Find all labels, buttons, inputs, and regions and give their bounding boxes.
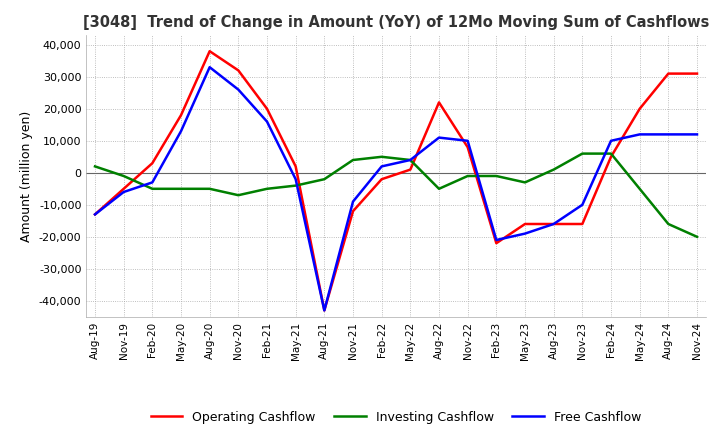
Investing Cashflow: [263, 186, 271, 191]
Investing Cashflow: [464, 173, 472, 179]
Investing Cashflow: [148, 186, 157, 191]
Free Cashflow: [91, 212, 99, 217]
Free Cashflow: [578, 202, 587, 207]
Investing Cashflow: [406, 158, 415, 163]
Operating Cashflow: [521, 221, 529, 227]
Free Cashflow: [377, 164, 386, 169]
Investing Cashflow: [607, 151, 616, 156]
Operating Cashflow: [435, 100, 444, 105]
Free Cashflow: [205, 65, 214, 70]
Legend: Operating Cashflow, Investing Cashflow, Free Cashflow: Operating Cashflow, Investing Cashflow, …: [146, 406, 646, 429]
Operating Cashflow: [292, 164, 300, 169]
Free Cashflow: [549, 221, 558, 227]
Free Cashflow: [492, 237, 500, 242]
Operating Cashflow: [693, 71, 701, 76]
Free Cashflow: [406, 158, 415, 163]
Operating Cashflow: [607, 154, 616, 159]
Line: Investing Cashflow: Investing Cashflow: [95, 154, 697, 237]
Operating Cashflow: [320, 308, 328, 313]
Investing Cashflow: [91, 164, 99, 169]
Title: [3048]  Trend of Change in Amount (YoY) of 12Mo Moving Sum of Cashflows: [3048] Trend of Change in Amount (YoY) o…: [83, 15, 709, 30]
Investing Cashflow: [348, 158, 357, 163]
Operating Cashflow: [234, 68, 243, 73]
Operating Cashflow: [263, 106, 271, 111]
Operating Cashflow: [348, 209, 357, 214]
Free Cashflow: [263, 119, 271, 124]
Free Cashflow: [435, 135, 444, 140]
Operating Cashflow: [635, 106, 644, 111]
Operating Cashflow: [205, 48, 214, 54]
Investing Cashflow: [234, 193, 243, 198]
Operating Cashflow: [148, 161, 157, 166]
Free Cashflow: [176, 128, 185, 134]
Free Cashflow: [234, 87, 243, 92]
Investing Cashflow: [292, 183, 300, 188]
Operating Cashflow: [120, 186, 128, 191]
Free Cashflow: [607, 138, 616, 143]
Free Cashflow: [635, 132, 644, 137]
Investing Cashflow: [205, 186, 214, 191]
Operating Cashflow: [578, 221, 587, 227]
Operating Cashflow: [91, 212, 99, 217]
Operating Cashflow: [664, 71, 672, 76]
Free Cashflow: [348, 199, 357, 204]
Investing Cashflow: [549, 167, 558, 172]
Investing Cashflow: [120, 173, 128, 179]
Free Cashflow: [148, 180, 157, 185]
Investing Cashflow: [664, 221, 672, 227]
Investing Cashflow: [435, 186, 444, 191]
Y-axis label: Amount (million yen): Amount (million yen): [20, 110, 33, 242]
Line: Free Cashflow: Free Cashflow: [95, 67, 697, 310]
Free Cashflow: [693, 132, 701, 137]
Operating Cashflow: [176, 113, 185, 118]
Investing Cashflow: [521, 180, 529, 185]
Operating Cashflow: [549, 221, 558, 227]
Operating Cashflow: [406, 167, 415, 172]
Operating Cashflow: [377, 176, 386, 182]
Investing Cashflow: [578, 151, 587, 156]
Investing Cashflow: [320, 176, 328, 182]
Investing Cashflow: [176, 186, 185, 191]
Free Cashflow: [664, 132, 672, 137]
Line: Operating Cashflow: Operating Cashflow: [95, 51, 697, 310]
Free Cashflow: [120, 189, 128, 194]
Free Cashflow: [292, 176, 300, 182]
Investing Cashflow: [693, 234, 701, 239]
Free Cashflow: [521, 231, 529, 236]
Investing Cashflow: [377, 154, 386, 159]
Operating Cashflow: [492, 241, 500, 246]
Operating Cashflow: [464, 145, 472, 150]
Investing Cashflow: [635, 186, 644, 191]
Free Cashflow: [464, 138, 472, 143]
Investing Cashflow: [492, 173, 500, 179]
Free Cashflow: [320, 308, 328, 313]
